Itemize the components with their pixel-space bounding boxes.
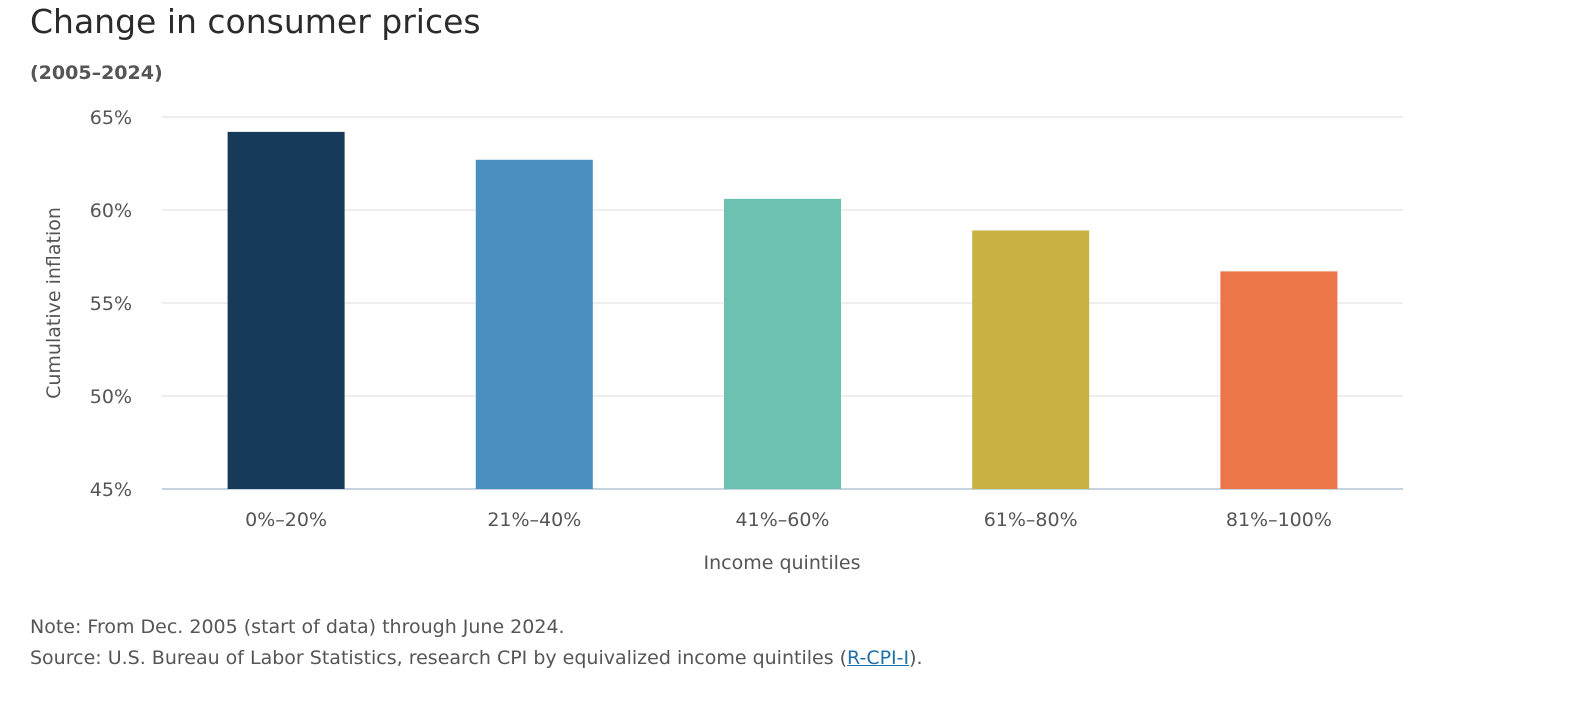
y-tick-label: 65% [90,107,132,129]
x-tick-labels: 0%–20% 21%–40% 41%–60% 61%–80% 81%–100% [245,509,1332,531]
bar [1220,271,1338,489]
bar-chart: 45% 50% 55% 60% 65% 0%–20% 21%–40% 41%–60% 61%–… [43,107,1403,574]
bar [475,159,593,489]
y-axis-label: Cumulative inflation [43,207,65,399]
bar [227,131,345,489]
x-tick-label: 41%–60% [736,509,830,531]
source-suffix: ). [909,647,923,669]
y-tick-label: 45% [90,479,132,501]
bars [227,131,1338,489]
x-tick-label: 21%–40% [487,509,581,531]
x-tick-label: 0%–20% [245,509,327,531]
y-tick-labels: 45% 50% 55% 60% 65% [90,107,132,501]
chart-subtitle: (2005–2024) [30,62,163,84]
source-link[interactable]: R-CPI-I [847,647,910,669]
y-tick-label: 50% [90,386,132,408]
source-prefix: Source: U.S. Bureau of Labor Statistics,… [30,647,848,669]
y-tick-label: 55% [90,293,132,315]
chart-notes: Note: From Dec. 2005 (start of data) thr… [30,612,923,674]
x-tick-label: 81%–100% [1226,509,1332,531]
bar [972,230,1090,489]
chart-title: Change in consumer prices [30,2,481,41]
x-axis-label: Income quintiles [704,552,861,574]
bar [724,198,841,489]
source-text: Source: U.S. Bureau of Labor Statistics,… [30,643,923,674]
x-tick-label: 61%–80% [984,509,1078,531]
y-tick-label: 60% [90,200,132,222]
note-text: Note: From Dec. 2005 (start of data) thr… [30,616,565,638]
